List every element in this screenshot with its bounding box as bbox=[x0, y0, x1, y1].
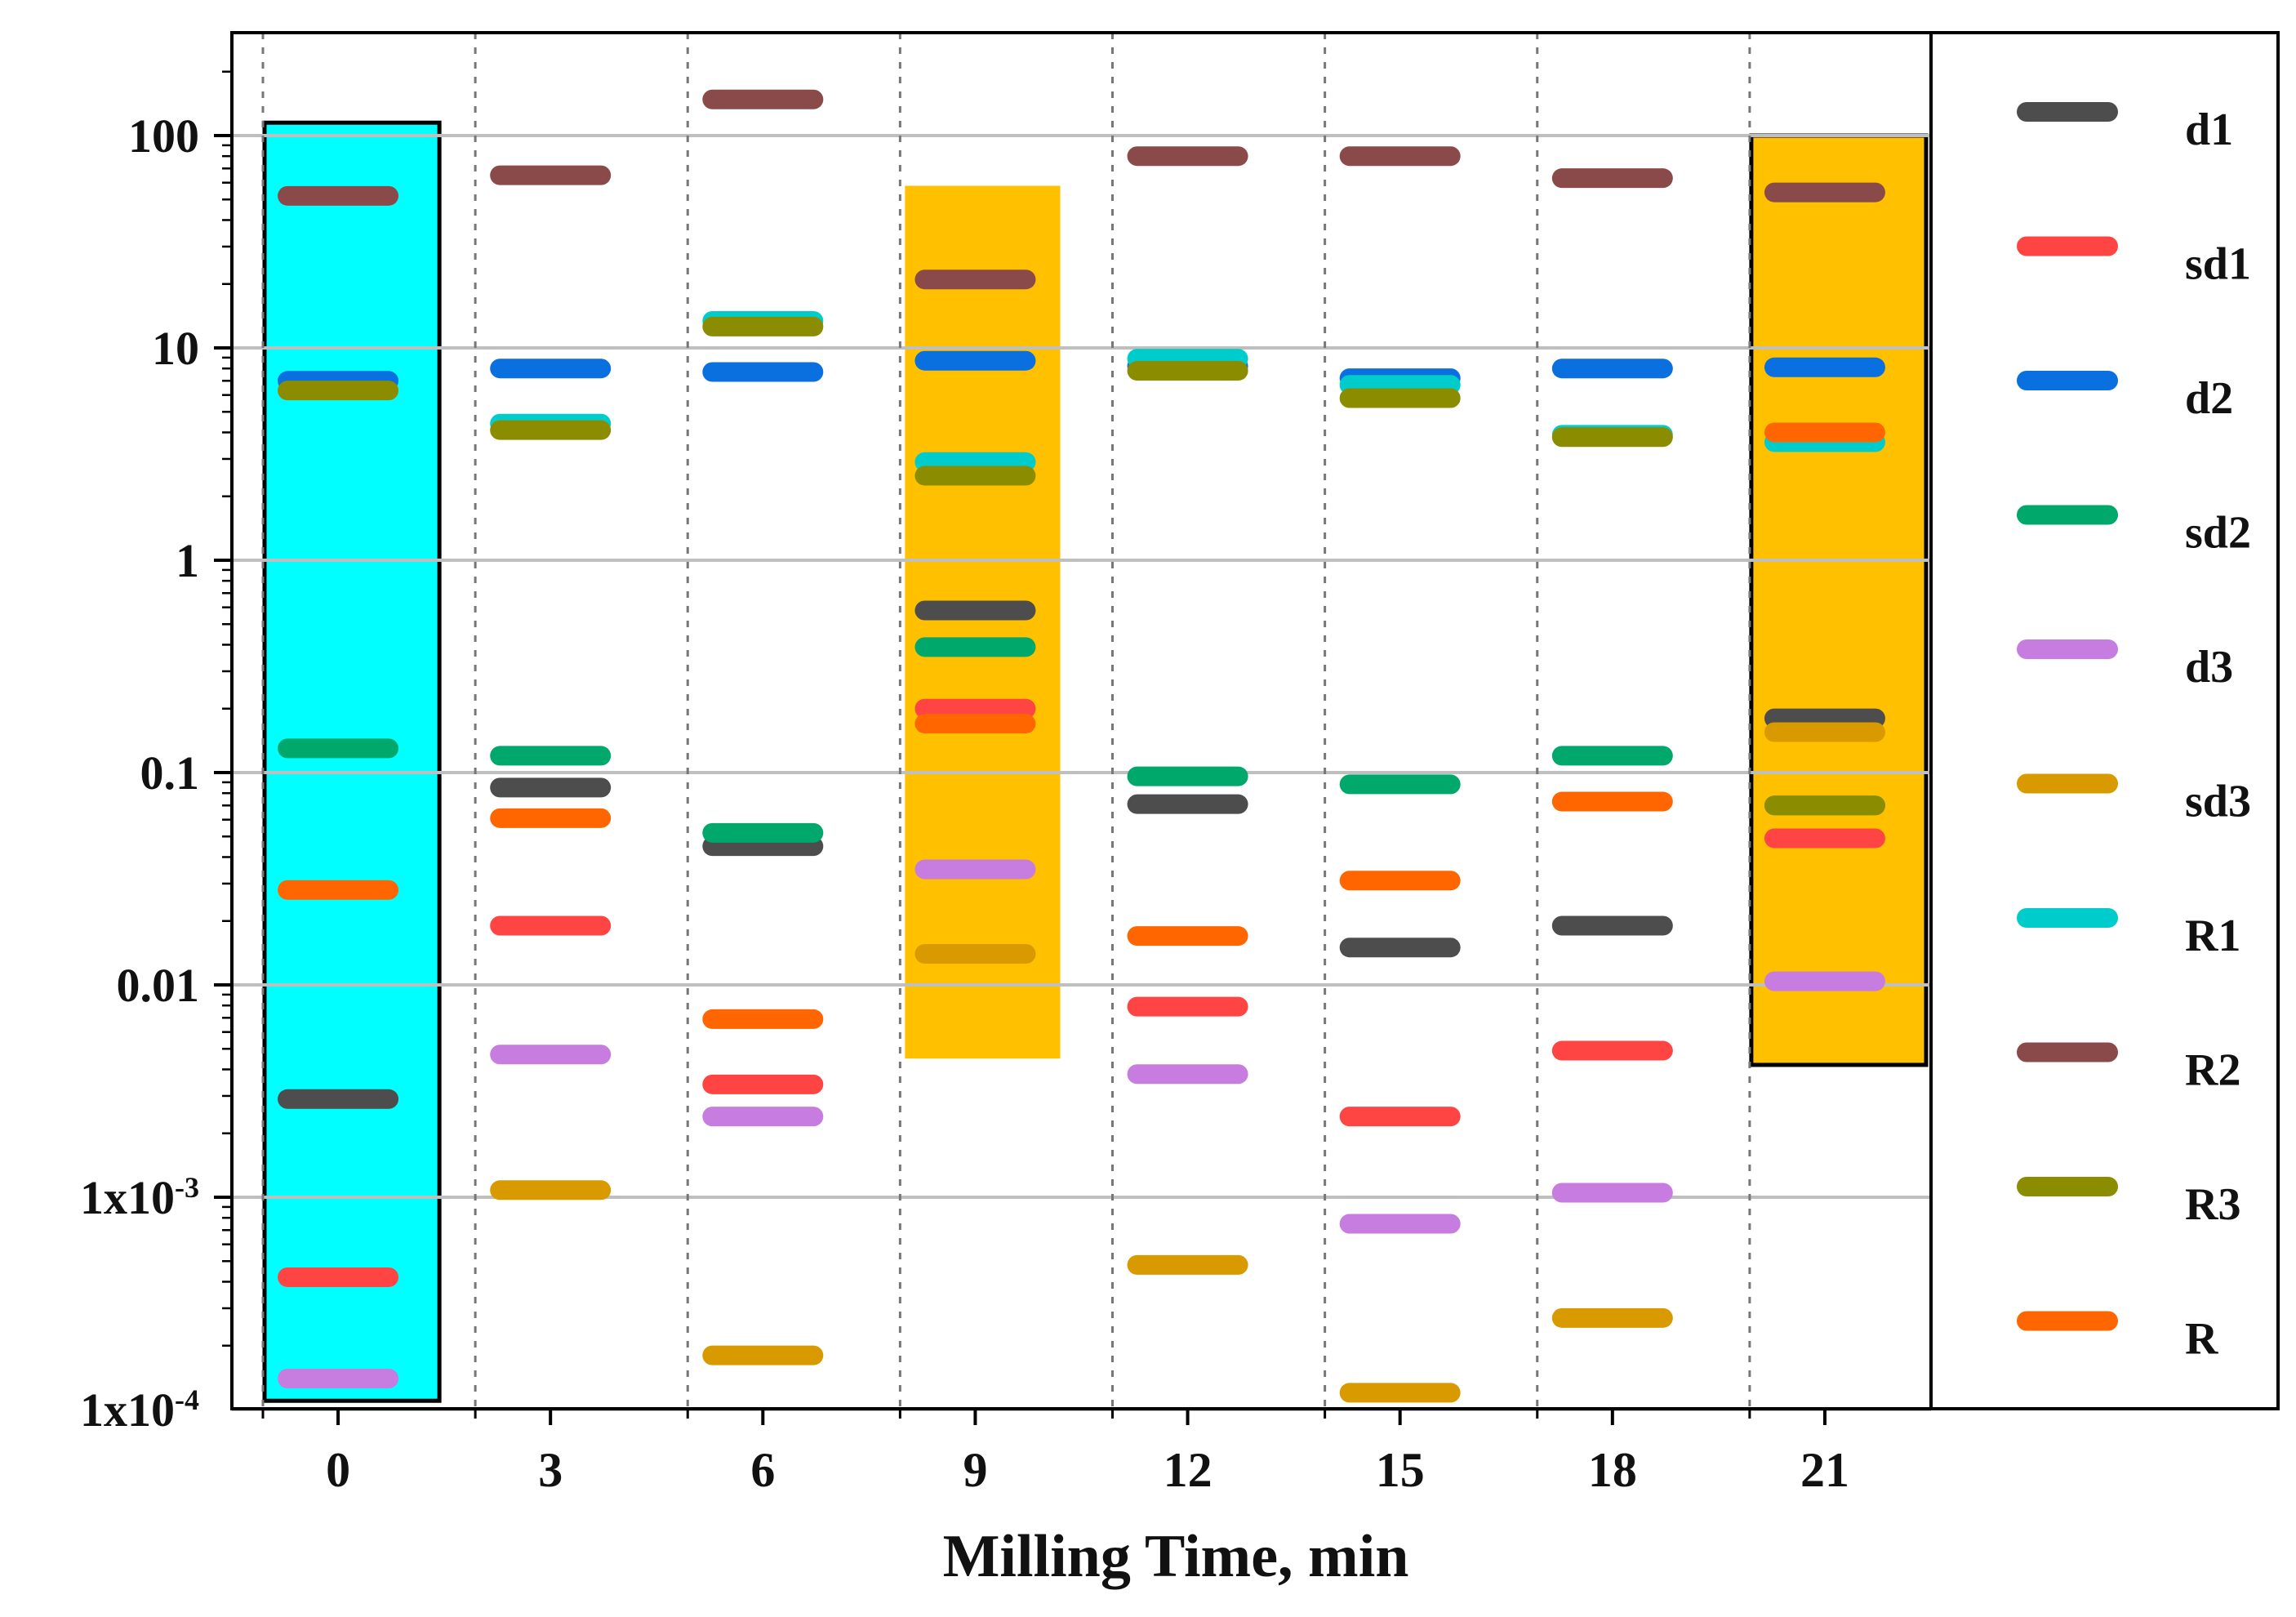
y-tick-label-0.1: 0.1 bbox=[140, 746, 200, 800]
legend-label-R: R bbox=[2185, 1314, 2218, 1365]
x-tick-label-21: 21 bbox=[1800, 1443, 1849, 1497]
legend-label-d3: d3 bbox=[2185, 642, 2233, 693]
legend-label-d2: d2 bbox=[2185, 373, 2233, 424]
x-tick-label-12: 12 bbox=[1164, 1443, 1213, 1497]
legend-label-sd3: sd3 bbox=[2185, 777, 2251, 827]
highlight-box-0 bbox=[262, 120, 442, 1403]
legend-layer: d1 sd1 d2 sd2 d3 sd3 R1 R2 R3 R bbox=[1929, 31, 2280, 1410]
highlight-box-21 bbox=[1749, 133, 1929, 1067]
plot-frame bbox=[230, 31, 1933, 1410]
legend-label-d1: d1 bbox=[2185, 105, 2233, 155]
y-tick-label-0.001: 1x10-3 bbox=[80, 1171, 199, 1224]
legend-label-sd1: sd1 bbox=[2185, 239, 2251, 290]
x-tick-label-6: 6 bbox=[750, 1443, 775, 1497]
y-tick-label-0.0001: 1x10-4 bbox=[80, 1383, 199, 1437]
mark-layer bbox=[278, 89, 1885, 1403]
y-tick-label-100: 100 bbox=[128, 109, 199, 163]
x-tick-label-9: 9 bbox=[963, 1443, 987, 1497]
x-tick-label-15: 15 bbox=[1376, 1443, 1425, 1497]
frame-layer bbox=[230, 31, 1933, 1410]
legend-label-R2: R2 bbox=[2185, 1045, 2240, 1096]
legend-label-R1: R1 bbox=[2185, 911, 2240, 961]
y-tick-label-1: 1 bbox=[176, 534, 199, 587]
grid-layer bbox=[232, 33, 1931, 1411]
x-tick-label-0: 0 bbox=[326, 1443, 350, 1497]
axis-layer: 100 10 1 0.1 0.01 1x10-3 1x10-4 0 3 6 9 12 15 18 21 bbox=[80, 70, 1849, 1497]
x-tick-label-3: 3 bbox=[538, 1443, 563, 1497]
highlight-box-9 bbox=[905, 185, 1061, 1059]
y-tick-label-0.01: 0.01 bbox=[117, 959, 200, 1012]
x-tick-label-18: 18 bbox=[1588, 1443, 1637, 1497]
legend-label-R3: R3 bbox=[2185, 1179, 2240, 1230]
legend-label-sd2: sd2 bbox=[2185, 508, 2251, 559]
x-axis-title: Milling Time, min bbox=[943, 1523, 1409, 1590]
y-tick-label-10: 10 bbox=[152, 322, 199, 375]
